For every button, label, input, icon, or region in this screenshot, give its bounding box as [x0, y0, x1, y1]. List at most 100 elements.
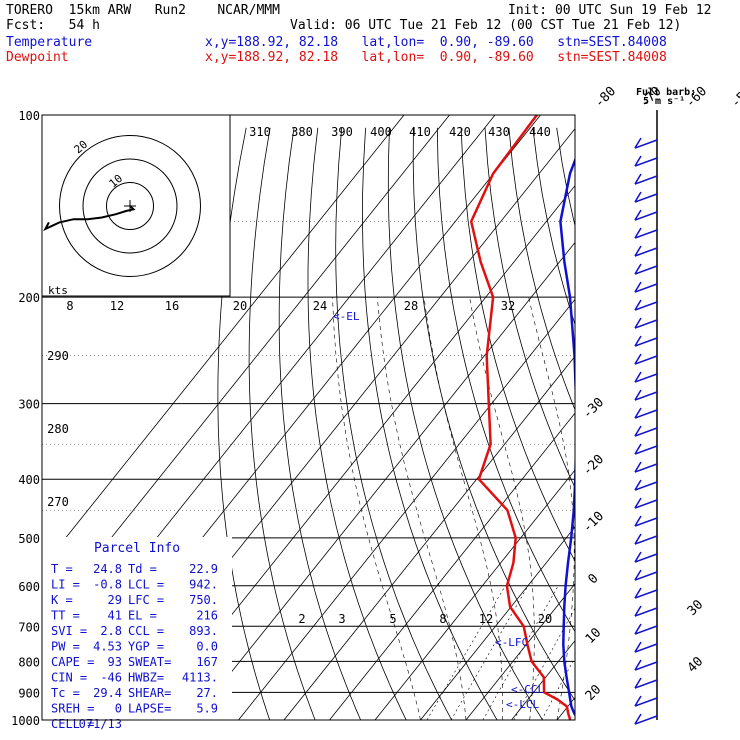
wind-barb-flag: [634, 497, 642, 509]
parcel-label: TT =: [51, 609, 80, 623]
wind-barb: [634, 391, 658, 401]
theta-label: 400: [370, 125, 392, 139]
parcel-info-table: Parcel Info T = 24.8 Td = 22.9 LI = -0.8 LCL = 9…: [51, 541, 218, 731]
theta-label: 390: [331, 125, 353, 139]
parcel-value: -46: [100, 671, 122, 685]
isotherm-label: -10: [580, 509, 607, 536]
parcel-label: LI =: [51, 578, 80, 592]
wind-barb: [634, 319, 658, 329]
wind-barb: [634, 697, 658, 707]
mixing-ratio-label: 8: [439, 612, 446, 626]
parcel-label: LFC =: [128, 593, 164, 607]
dry-adiabat: [335, 127, 453, 720]
isotherm: [374, 469, 575, 720]
wind-barb: [634, 445, 658, 455]
mixing-ratio-label: 2: [298, 612, 305, 626]
wind-barb: [634, 679, 658, 689]
isotherm-label: -20: [580, 452, 607, 479]
pressure-tick-label: 300: [18, 398, 40, 412]
theta-label: 440: [529, 125, 551, 139]
pressure-tick-label: 1000: [11, 714, 40, 728]
parcel-label: K =: [51, 593, 73, 607]
parcel-label: CIN =: [51, 671, 87, 685]
legend-dewpoint: Dewpoint: [6, 50, 69, 65]
wind-barb-flag: [634, 551, 642, 563]
hodograph-trace: [43, 205, 136, 232]
pressure-tick-label: 400: [18, 473, 40, 487]
parcel-label: CAPE =: [51, 655, 94, 669]
wind-barb-flag: [634, 173, 642, 185]
pressure-tick-label: 900: [18, 686, 40, 700]
mixing-ratio-line: [426, 585, 506, 720]
dry-adiabat: [248, 127, 316, 720]
wind-barb: [634, 139, 658, 149]
theta-label: 380: [291, 125, 313, 139]
dry-adiabat: [628, 128, 740, 733]
isotherm: [465, 583, 575, 720]
theta-label: 430: [488, 125, 510, 139]
dry-adiabat: [387, 127, 544, 720]
isotherm: [42, 115, 405, 569]
mixing-ratio-label: 12: [479, 612, 493, 626]
wind-barb-flag: [634, 623, 642, 635]
wind-barb-flag: [634, 407, 642, 419]
dry-adiabat: [581, 128, 740, 733]
parcel-value: 29: [108, 593, 122, 607]
mixing-ratio-label: 3: [338, 612, 345, 626]
moist-adiabat: [469, 297, 535, 720]
pressure-tick-label: 100: [18, 109, 40, 123]
pressure-tick-label: 700: [18, 620, 40, 634]
theta-label: 270: [47, 495, 69, 509]
wind-barb: [634, 517, 658, 527]
dry-adiabat: [436, 127, 575, 633]
wind-barb: [634, 265, 658, 275]
hodograph-scale-label: 16: [165, 299, 179, 313]
dry-adiabat: [508, 127, 575, 411]
dewpoint-location: x,y=188.92, 82.18 lat,lon= 0.90, -89.60 …: [205, 50, 667, 65]
wind-barb-flag: [634, 569, 642, 581]
wind-barb: [634, 355, 658, 365]
wind-barb-flag: [634, 713, 642, 725]
wind-barb: [634, 643, 658, 653]
dry-adiabat: [652, 128, 740, 733]
parcel-label: SREH =: [51, 702, 94, 716]
wind-barb-flag: [634, 209, 642, 221]
dry-adiabat: [278, 127, 362, 720]
level-marker: <-LFC: [495, 636, 528, 649]
model-title: TORERO 15km ARW Run2 NCAR/MMM: [6, 3, 280, 18]
level-marker: <-EL: [333, 310, 360, 323]
wind-barb-flag: [634, 371, 642, 383]
wind-barb: [634, 535, 658, 545]
wind-barb-flag: [634, 227, 642, 239]
hodograph-scale-label: 12: [110, 299, 124, 313]
dry-adiabat: [217, 127, 271, 720]
mixing-ratio-line: [450, 585, 529, 720]
plot-frame: [41, 114, 576, 721]
pressure-tick-label: 500: [18, 532, 40, 546]
isotherm-label: 40: [685, 654, 707, 676]
moist-adiabat: [612, 297, 693, 720]
wind-barb-flag: [634, 191, 642, 203]
parcel-label: PW =: [51, 640, 80, 654]
dry-adiabat: [556, 127, 575, 228]
wind-barb-flag: [634, 533, 642, 545]
parcel-value: 071/13: [79, 717, 122, 731]
wind-barb: [634, 409, 658, 419]
parcel-value: 750.: [189, 593, 218, 607]
wind-barb: [634, 427, 658, 437]
mixing-ratio-line: [541, 656, 575, 720]
isotherm: [694, 115, 740, 720]
parcel-value: 29.4: [93, 686, 122, 700]
wind-barb: [634, 157, 658, 167]
pressure-tick-label: 600: [18, 580, 40, 594]
parcel-value: 942.: [189, 578, 218, 592]
wind-barb-flag: [634, 137, 642, 149]
pressure-tick-label: 200: [18, 291, 40, 305]
wind-barb: [634, 625, 658, 635]
parcel-label: Td =: [128, 562, 157, 576]
moist-adiabat: [528, 297, 575, 720]
isotherm-label: -80: [592, 84, 619, 111]
parcel-label: Tc =: [51, 686, 80, 700]
